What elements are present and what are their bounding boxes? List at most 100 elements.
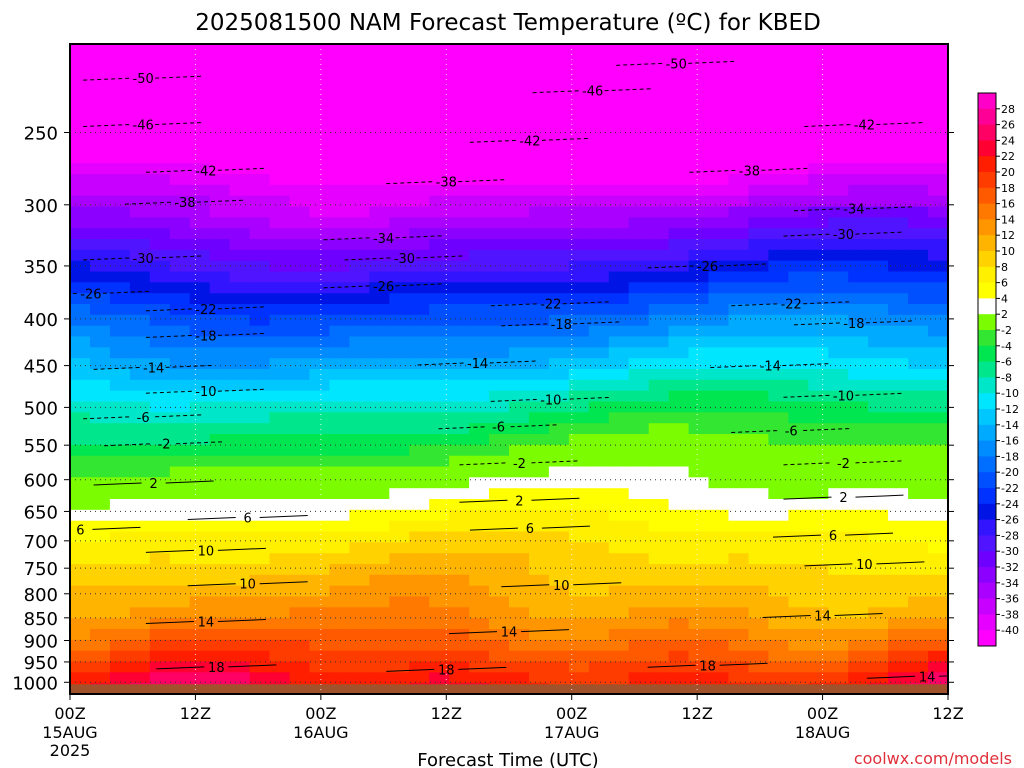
field-cell [668,434,690,446]
field-cell [70,184,91,197]
field-cell [329,661,350,673]
field-cell [648,629,670,641]
field-cell [369,325,390,338]
field-cell [249,607,271,619]
field-cell [928,293,948,305]
field-cell [908,282,929,294]
field-cell [289,260,311,273]
contour-label: 18 [208,661,225,676]
field-cell [429,347,450,359]
field-cell [469,369,490,381]
field-cell [189,434,211,446]
field-cell [409,564,430,576]
field-cell [90,163,111,175]
field-cell [788,87,809,99]
field-cell [269,531,291,543]
field-cell [289,54,311,67]
field-cell [229,379,251,392]
field-cell [608,314,630,327]
field-cell [788,98,809,110]
field-cell [808,390,829,403]
field-cell [269,499,291,511]
field-cell [688,304,710,316]
field-cell [668,152,690,164]
field-cell [249,564,271,576]
colorbar-swatch [978,361,996,378]
field-cell [728,401,750,413]
field-cell [588,54,610,67]
field-cell [848,206,869,218]
field-cell [70,44,91,56]
field-cell [429,542,450,554]
field-cell [808,163,829,175]
field-cell [509,293,530,305]
field-cell [229,553,251,565]
field-cell [928,466,948,478]
field-cell [808,217,829,229]
field-cell [608,304,630,316]
field-cell [828,195,849,208]
field-cell [489,293,510,305]
field-cell [628,54,650,67]
field-cell [688,531,710,543]
field-cell [109,596,131,608]
field-cell [828,553,849,565]
field-cell [269,661,291,673]
field-cell [588,228,610,240]
field-cell [249,672,271,684]
colorbar-swatch [978,345,996,362]
field-cell [529,119,550,132]
field-cell [409,325,430,338]
field-cell [189,249,211,262]
field-cell [908,596,929,608]
field-cell [529,347,550,359]
field-cell [628,509,650,522]
field-cell [389,618,410,630]
field-cell [608,184,630,197]
field-cell [189,466,211,478]
field-cell [568,130,590,143]
field-cell [648,163,670,175]
field-cell [868,314,889,327]
contour-label: 2 [839,491,847,506]
field-cell [728,455,750,468]
field-cell [109,369,131,381]
colorbar-swatch [978,203,996,220]
field-cell [808,574,829,587]
field-cell [189,130,211,143]
field-cell [169,174,191,186]
field-cell [588,98,610,110]
field-cell [748,44,770,56]
field-cell [928,130,948,143]
field-cell [668,412,690,424]
field-cell [768,271,789,283]
field-cell [329,293,350,305]
field-cell [888,585,909,598]
field-cell [90,369,111,381]
field-cell [588,639,610,652]
contour-segment [165,480,214,484]
y-tick-label: 800 [24,585,58,606]
contour-segment [155,414,204,418]
contour-segment [469,139,518,143]
field-cell [449,564,470,576]
contour-label: 2 [149,477,157,492]
field-cell [169,54,191,67]
field-cell [928,369,948,381]
field-cell [129,444,151,457]
field-cell [908,228,929,240]
field-cell [169,412,191,424]
field-cell [628,369,650,381]
field-cell [768,585,789,598]
field-cell [509,174,530,186]
field-cell [548,629,570,641]
field-cell [509,423,530,435]
field-cell [269,618,291,630]
field-cell [90,325,111,338]
field-cell [808,174,829,186]
field-cell [888,44,909,56]
field-cell [449,423,470,435]
field-cell [289,531,311,543]
contour-segment [145,334,194,338]
field-cell [568,119,590,132]
